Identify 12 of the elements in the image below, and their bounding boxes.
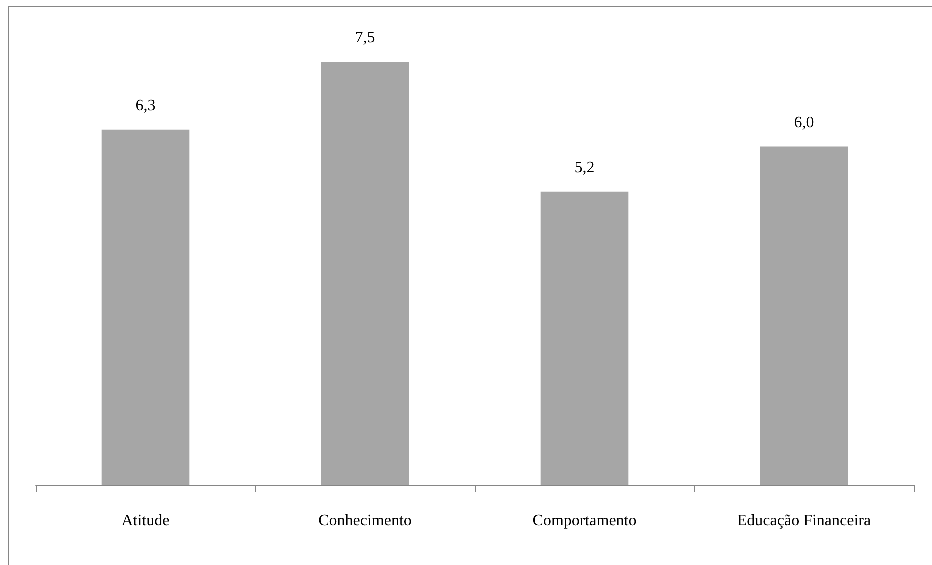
- data-label: 5,2: [574, 159, 595, 176]
- x-tick-label: Atitude: [122, 512, 170, 530]
- x-tick-label: Educação Financeira: [737, 512, 872, 530]
- x-tick-label: Conhecimento: [318, 512, 412, 530]
- data-label: 6,3: [136, 97, 156, 114]
- bar: [760, 146, 848, 485]
- data-label: 7,5: [355, 30, 376, 47]
- data-label: 6,0: [794, 114, 814, 132]
- bar: [540, 192, 629, 485]
- bar: [102, 130, 190, 485]
- x-tick-label: Comportamento: [532, 512, 637, 530]
- bar: [321, 62, 410, 485]
